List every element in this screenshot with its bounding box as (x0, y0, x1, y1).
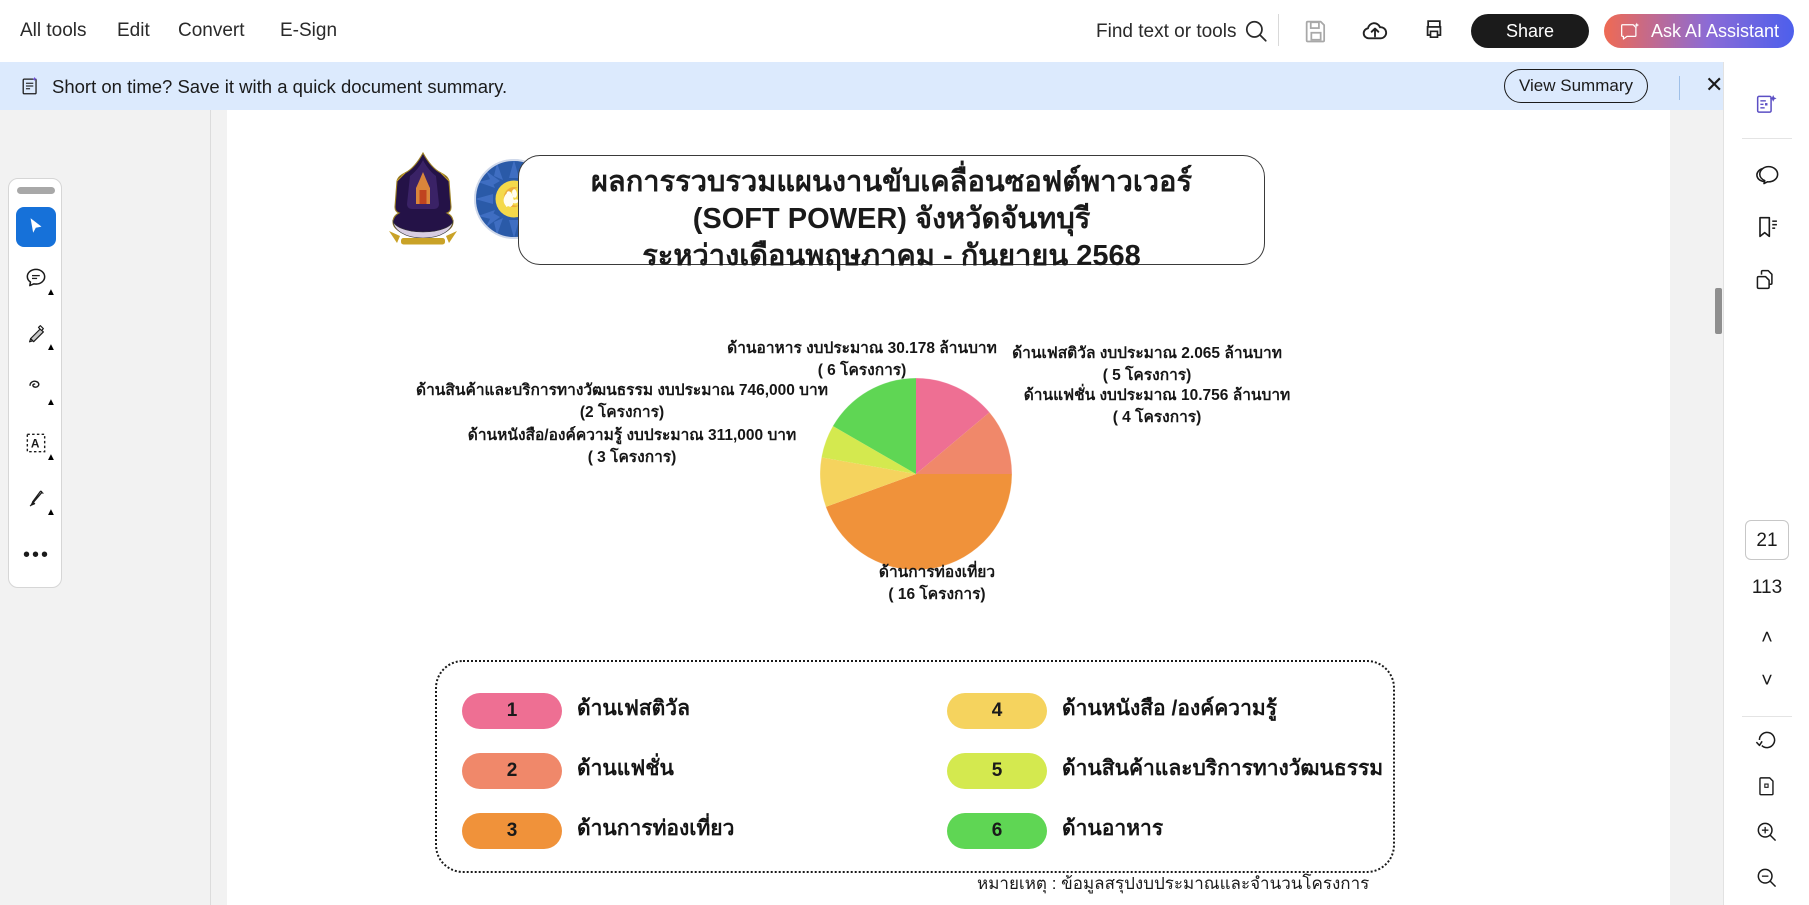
svg-text:A: A (31, 437, 40, 451)
